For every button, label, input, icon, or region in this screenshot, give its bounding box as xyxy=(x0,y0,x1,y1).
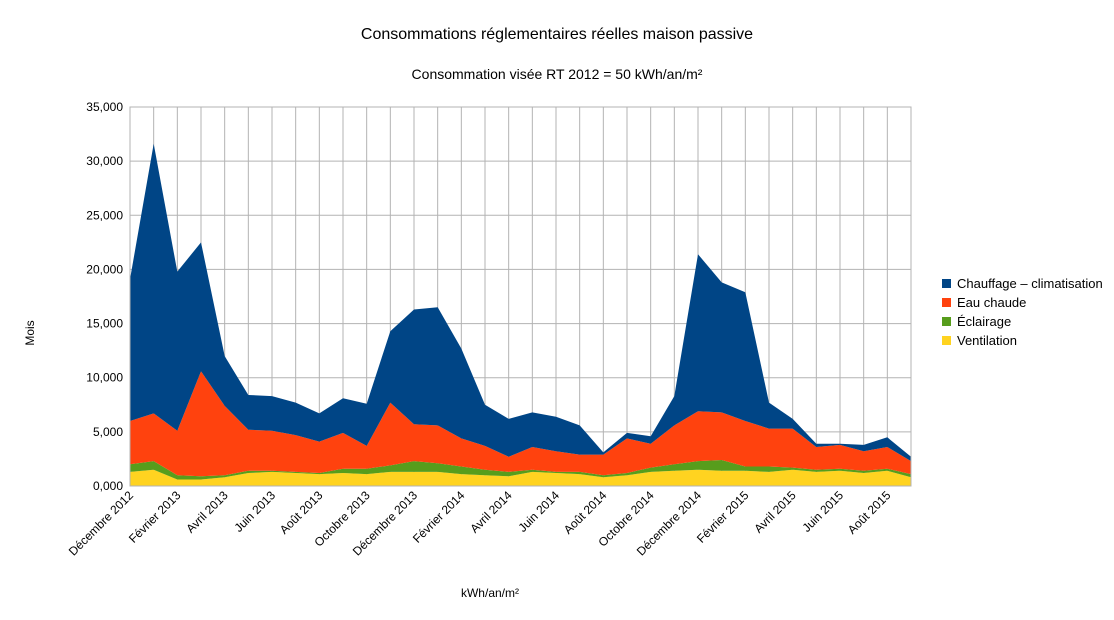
area-series-eau-chaude xyxy=(130,371,911,477)
legend-swatch xyxy=(942,298,951,307)
legend-label: Ventilation xyxy=(957,333,1017,348)
x-tick-label: Août 2015 xyxy=(845,488,894,537)
x-tick-label: Juin 2015 xyxy=(799,488,846,535)
y-tick-label: 20,000 xyxy=(86,262,123,276)
legend: Chauffage – climatisation Eau chaude Éclai… xyxy=(942,274,1103,350)
legend-item: Éclairage xyxy=(942,312,1103,331)
legend-swatch xyxy=(942,336,951,345)
legend-item: Eau chaude xyxy=(942,293,1103,312)
y-axis-label: Mois xyxy=(23,320,37,345)
legend-swatch xyxy=(942,317,951,326)
chart-subtitle: Consommation visée RT 2012 = 50 kWh/an/m… xyxy=(412,66,703,82)
chart-title: Consommations réglementaires réelles mai… xyxy=(361,26,753,43)
y-tick-label: 5,000 xyxy=(93,425,123,439)
legend-item: Chauffage – climatisation xyxy=(942,274,1103,293)
legend-label: Chauffage – climatisation xyxy=(957,276,1103,291)
plot-area-frame xyxy=(129,106,912,487)
legend-swatch xyxy=(942,279,951,288)
y-tick-label: 10,000 xyxy=(86,371,123,385)
legend-label: Éclairage xyxy=(957,314,1012,329)
area-series-eclairage xyxy=(130,460,911,480)
area-series-chauffage-climatisation xyxy=(130,143,911,462)
x-tick-label: Avril 2015 xyxy=(751,488,799,536)
x-tick-label: Décembre 2012 xyxy=(66,488,137,559)
x-axis-label: kWh/an/m² xyxy=(461,586,519,600)
y-tick-label: 35,000 xyxy=(86,100,123,114)
stacked-areas xyxy=(130,143,911,486)
y-tick-label: 0,000 xyxy=(93,479,123,493)
area-series-ventilation xyxy=(130,469,911,486)
x-tick-label: Avril 2014 xyxy=(467,488,515,536)
legend-label: Eau chaude xyxy=(957,295,1027,310)
x-tick-label: Août 2013 xyxy=(277,488,326,537)
x-tick-label: Juin 2013 xyxy=(231,488,278,535)
y-tick-label: 25,000 xyxy=(86,208,123,222)
x-tick-label: Juin 2014 xyxy=(515,488,562,535)
x-tick-label: Avril 2013 xyxy=(183,488,231,536)
x-tick-label: Août 2014 xyxy=(561,488,610,537)
legend-item: Ventilation xyxy=(942,331,1103,350)
y-axis-ticks: 0,000 5,000 10,000 15,000 20,000 25,000 30,000… xyxy=(86,100,123,493)
y-tick-label: 15,000 xyxy=(86,317,123,331)
y-tick-label: 30,000 xyxy=(86,154,123,168)
